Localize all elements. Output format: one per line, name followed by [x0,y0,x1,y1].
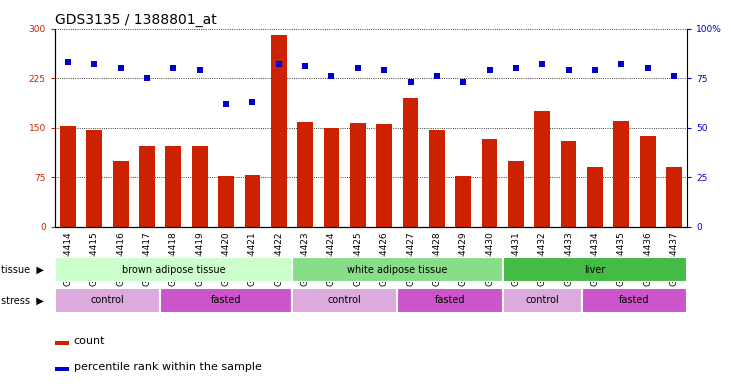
Point [88,61,100,68]
Text: brown adipose tissue: brown adipose tissue [121,265,225,275]
Bar [165,146,181,227]
Bar [403,98,418,227]
Text: liver: liver [584,265,605,275]
Point [458,79,469,85]
Text: GDS3135 / 1388801_at: GDS3135 / 1388801_at [55,13,216,27]
Text: white adipose tissue: white adipose tissue [347,265,447,275]
Bar [55,341,69,345]
Bar [613,121,629,227]
Text: control: control [526,295,559,306]
Text: stress  ▶: stress ▶ [1,295,44,306]
Bar [503,288,582,313]
Bar [534,111,550,227]
Bar [113,161,129,227]
Bar [561,141,577,227]
Bar [271,35,287,227]
Bar [376,124,392,227]
Point [273,61,284,68]
Text: fasted: fasted [211,295,241,306]
Point [352,65,363,71]
Bar [398,288,503,313]
Bar [86,130,102,227]
Bar [292,288,398,313]
Point [141,75,153,81]
Bar [582,288,687,313]
Bar [55,257,292,282]
Point [537,61,548,68]
Bar [324,127,339,227]
Text: count: count [74,336,105,346]
Bar [455,176,471,227]
Point [167,65,179,71]
Point [220,101,232,107]
Text: percentile rank within the sample: percentile rank within the sample [74,362,262,372]
Point [62,60,74,66]
Point [379,67,390,73]
Bar [60,126,76,227]
Point [115,65,126,71]
Bar [139,146,155,227]
Point [510,65,522,71]
Text: control: control [327,295,362,306]
Bar [160,288,292,313]
Bar [666,167,682,227]
Point [563,67,575,73]
Point [431,73,443,79]
Point [194,67,205,73]
Bar [429,130,444,227]
Bar [503,257,687,282]
Bar [482,139,497,227]
Point [668,73,680,79]
Bar [350,123,366,227]
Text: fasted: fasted [619,295,650,306]
Text: tissue  ▶: tissue ▶ [1,265,45,275]
Bar [55,367,69,371]
Bar [587,167,603,227]
Point [589,67,601,73]
Point [642,65,654,71]
Bar [292,257,503,282]
Bar [218,176,234,227]
Bar [244,175,260,227]
Bar [192,146,208,227]
Point [325,73,337,79]
Bar [640,136,656,227]
Point [616,61,627,68]
Point [246,99,258,105]
Bar [508,161,524,227]
Bar [298,122,313,227]
Text: control: control [91,295,124,306]
Text: fasted: fasted [435,295,465,306]
Point [405,79,417,85]
Bar [55,288,160,313]
Point [484,67,496,73]
Point [299,63,311,70]
